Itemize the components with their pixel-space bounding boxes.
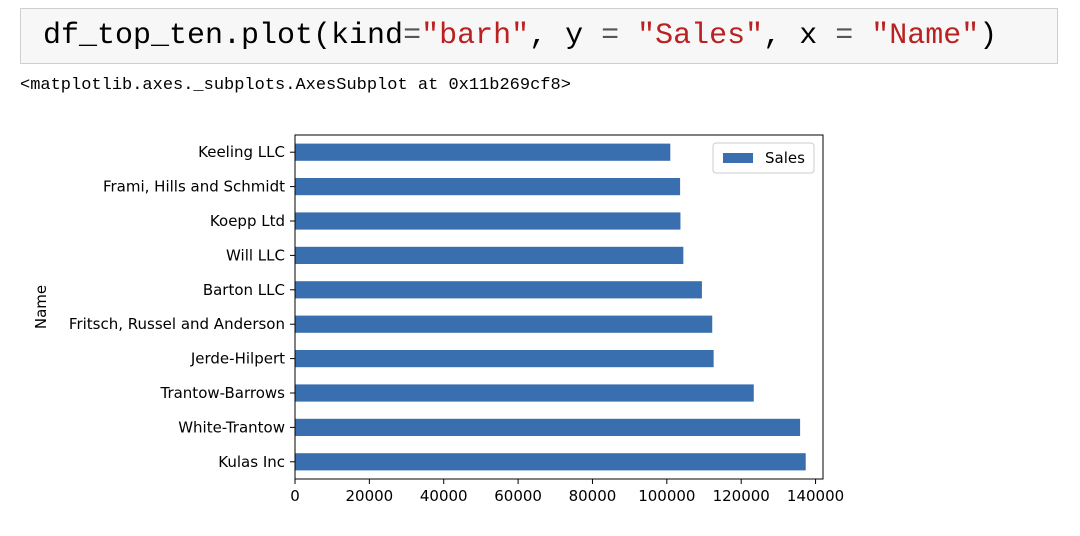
y-tick-label: White-Trantow bbox=[178, 418, 285, 436]
legend-box bbox=[712, 142, 815, 174]
code-token: "barh" bbox=[421, 19, 530, 53]
bar bbox=[295, 178, 681, 196]
y-tick-label: Will LLC bbox=[226, 246, 285, 264]
y-tick-label: Fritsch, Russel and Anderson bbox=[69, 315, 285, 333]
bar bbox=[295, 143, 671, 161]
code-token: "Name" bbox=[871, 19, 980, 53]
code-token: = bbox=[403, 19, 422, 53]
bar bbox=[295, 350, 714, 368]
legend-label: Sales bbox=[765, 149, 805, 167]
y-tick-label: Kulas Inc bbox=[218, 453, 285, 471]
x-tick-label: 40000 bbox=[420, 487, 468, 505]
code-cell[interactable]: df_top_ten.plot(kind="barh", y = "Sales"… bbox=[20, 8, 1058, 64]
x-tick-label: 120000 bbox=[713, 487, 770, 505]
bar bbox=[295, 281, 702, 299]
y-tick-label: Trantow-Barrows bbox=[159, 384, 285, 402]
bar bbox=[295, 418, 801, 436]
output-text: <matplotlib.axes._subplots.AxesSubplot a… bbox=[20, 76, 571, 95]
legend-swatch bbox=[723, 153, 753, 163]
y-tick-label: Barton LLC bbox=[203, 281, 285, 299]
x-tick-label: 140000 bbox=[787, 487, 844, 505]
y-tick-label: Frami, Hills and Schmidt bbox=[103, 178, 285, 196]
y-tick-label: Koepp Ltd bbox=[210, 212, 285, 230]
code-token: , x bbox=[763, 19, 836, 53]
code-token: ) bbox=[979, 19, 998, 53]
x-tick-label: 100000 bbox=[638, 487, 695, 505]
bar bbox=[295, 384, 754, 402]
bar bbox=[295, 315, 713, 333]
code-token: df_top_ten.plot(kind bbox=[43, 19, 404, 53]
x-tick-label: 20000 bbox=[346, 487, 394, 505]
code-token: "Sales" bbox=[637, 19, 764, 53]
x-tick-label: 60000 bbox=[494, 487, 542, 505]
plot-frame bbox=[294, 134, 824, 480]
y-tick-label: Keeling LLC bbox=[198, 143, 285, 161]
y-tick-label: Jerde-Hilpert bbox=[190, 350, 285, 368]
bar bbox=[295, 453, 806, 471]
y-axis-label: Name bbox=[32, 285, 50, 329]
bar bbox=[295, 212, 681, 230]
code-token: , y bbox=[529, 19, 602, 53]
x-tick-label: 0 bbox=[290, 487, 300, 505]
code-token: = bbox=[835, 19, 854, 53]
x-tick-label: 80000 bbox=[569, 487, 617, 505]
code-token: = bbox=[601, 19, 620, 53]
bar bbox=[295, 246, 684, 264]
